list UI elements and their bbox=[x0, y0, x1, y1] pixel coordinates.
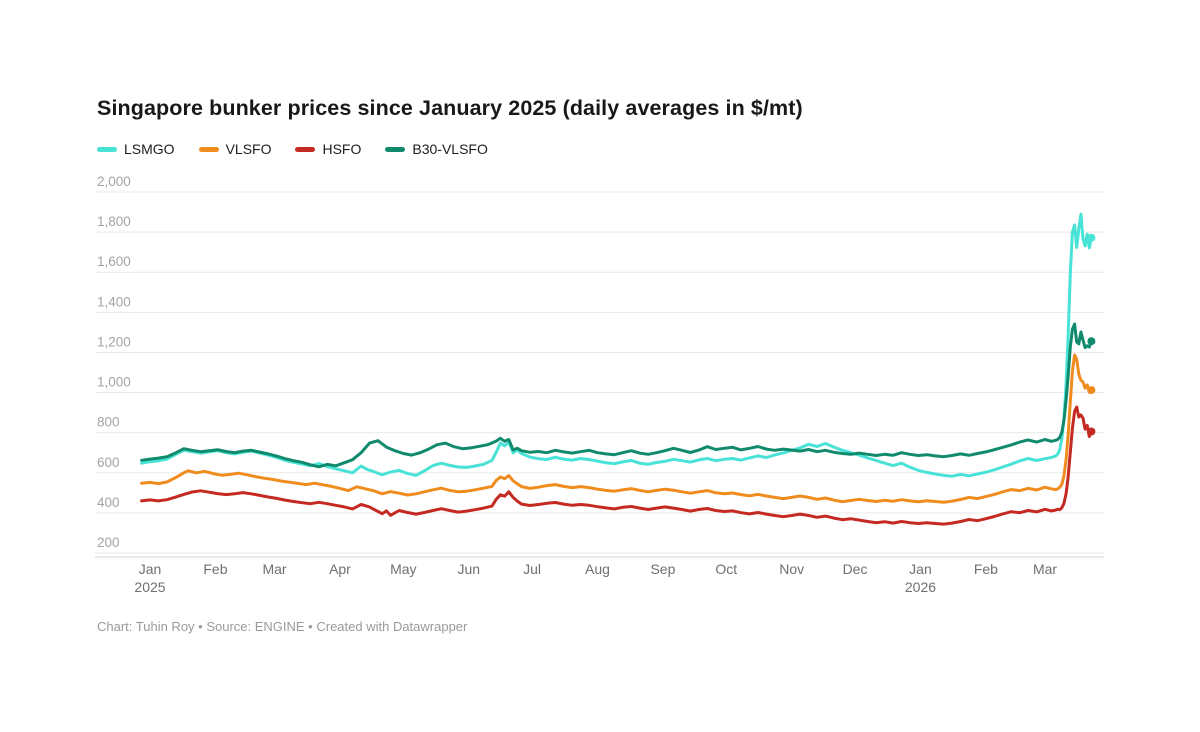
chart-footer: Chart: Tuhin Roy • Source: ENGINE • Crea… bbox=[97, 619, 468, 634]
y-tick-label: 1,200 bbox=[97, 334, 131, 349]
x-tick-label: Jan bbox=[909, 561, 932, 577]
y-tick-label: 600 bbox=[97, 455, 120, 470]
legend: LSMGO VLSFO HSFO B30-VLSFO bbox=[97, 141, 488, 157]
vlsfo-swatch-icon bbox=[198, 146, 219, 152]
x-tick-year-label: 2025 bbox=[134, 579, 165, 595]
series-line-lsmgo bbox=[140, 212, 1093, 478]
legend-item-lsmgo: LSMGO bbox=[97, 141, 175, 157]
x-tick-year-label: 2026 bbox=[905, 579, 936, 595]
legend-label: HSFO bbox=[322, 141, 362, 157]
legend-item-vlsfo: VLSFO bbox=[198, 141, 272, 157]
y-tick-label: 1,000 bbox=[97, 375, 131, 390]
y-tick-label: 1,800 bbox=[97, 214, 131, 229]
x-tick-label: Feb bbox=[974, 561, 998, 577]
x-tick-label: Nov bbox=[779, 561, 804, 577]
x-tick-label: Aug bbox=[585, 561, 610, 577]
legend-label: LSMGO bbox=[124, 141, 175, 157]
legend-label: VLSFO bbox=[225, 141, 272, 157]
y-tick-label: 800 bbox=[97, 415, 120, 430]
y-tick-label: 400 bbox=[97, 495, 120, 510]
legend-item-hsfo: HSFO bbox=[295, 141, 361, 157]
y-tick-label: 200 bbox=[97, 535, 120, 550]
series-end-dot-lsmgo bbox=[1087, 233, 1096, 242]
x-tick-label: Jan bbox=[139, 561, 162, 577]
x-tick-label: Feb bbox=[203, 561, 227, 577]
legend-item-b30-vlsfo: B30-VLSFO bbox=[385, 141, 488, 157]
hsfo-swatch-icon bbox=[295, 146, 316, 152]
x-tick-label: Mar bbox=[1033, 561, 1057, 577]
y-tick-label: 1,400 bbox=[97, 294, 131, 309]
series-line-hsfo bbox=[140, 405, 1093, 526]
x-tick-label: Jul bbox=[523, 561, 541, 577]
series-line-b30-vlsfo bbox=[140, 322, 1093, 469]
b30-vlsfo-swatch-icon bbox=[385, 146, 406, 152]
series-end-dot-vlsfo bbox=[1087, 386, 1096, 395]
series-end-dot-hsfo bbox=[1087, 427, 1096, 436]
x-tick-label: Sep bbox=[650, 561, 675, 577]
x-tick-label: Dec bbox=[843, 561, 868, 577]
series-line-vlsfo bbox=[140, 353, 1093, 504]
series-end-dot-b30-vlsfo bbox=[1087, 337, 1096, 346]
x-tick-label: Oct bbox=[715, 561, 737, 577]
y-tick-label: 2,000 bbox=[97, 174, 131, 189]
chart-title: Singapore bunker prices since January 20… bbox=[97, 96, 803, 120]
y-tick-label: 1,600 bbox=[97, 254, 131, 269]
lsmgo-swatch-icon bbox=[97, 146, 117, 152]
x-tick-label: Mar bbox=[262, 561, 286, 577]
legend-label: B30-VLSFO bbox=[412, 141, 488, 157]
x-tick-label: May bbox=[390, 561, 416, 577]
x-tick-label: Apr bbox=[329, 561, 351, 577]
x-tick-label: Jun bbox=[457, 561, 480, 577]
